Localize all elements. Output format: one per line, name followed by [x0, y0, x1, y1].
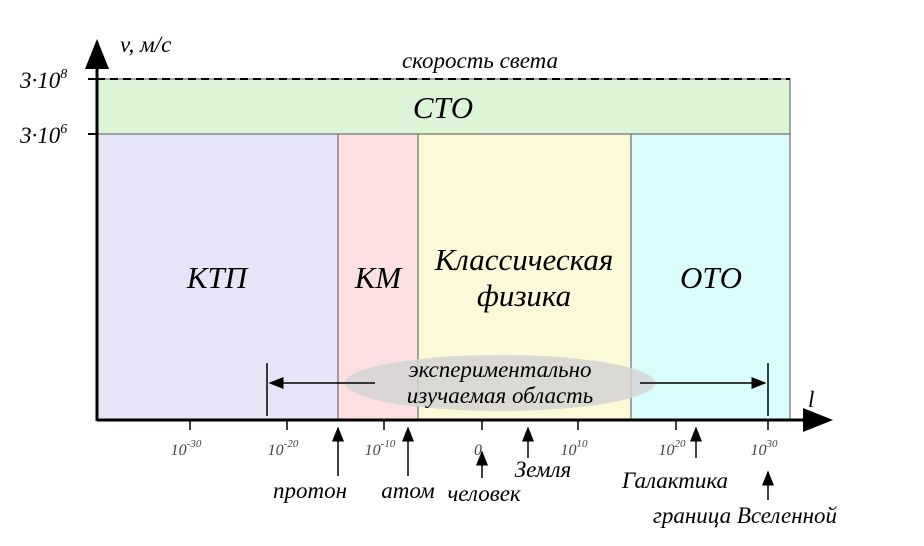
- oto-region: [630, 133, 791, 421]
- marker-label: человек: [447, 481, 521, 506]
- x-tick-label: 1010: [561, 438, 589, 459]
- x-tick-label: 1030: [751, 438, 779, 459]
- exp: 20: [675, 438, 687, 450]
- exp: 8: [60, 67, 67, 82]
- exp: -30: [187, 438, 202, 450]
- base: 10: [268, 442, 284, 459]
- y-tick-label: 3·108: [19, 67, 67, 93]
- x-tick-label: 10-20: [268, 438, 299, 459]
- x-tick-label: 10-30: [171, 438, 202, 459]
- sto-band: [96, 78, 791, 135]
- base: 10: [561, 442, 577, 459]
- marker-label: Галактика: [621, 468, 728, 493]
- x-tick-label: 0: [474, 442, 482, 459]
- exp: 30: [766, 438, 779, 450]
- experimental-label: экспериментально: [408, 357, 591, 382]
- base: 10: [171, 442, 187, 459]
- base: 10: [659, 442, 675, 459]
- base: 10: [365, 442, 381, 459]
- exp: 6: [60, 122, 67, 137]
- base: 3·10: [19, 68, 61, 93]
- base: 0: [474, 442, 482, 459]
- exp: -10: [381, 438, 396, 450]
- experimental-area: [345, 355, 655, 411]
- y-tick-label: 3·106: [19, 122, 67, 148]
- classical-label: Классическая: [434, 242, 614, 277]
- ktp-region: [96, 133, 339, 421]
- light-speed-label: скорость света: [402, 48, 558, 73]
- marker-label: граница Вселенной: [653, 503, 838, 528]
- sto-label: СТО: [413, 90, 473, 125]
- base: 3·10: [19, 123, 61, 148]
- x-axis-label: l: [808, 387, 814, 412]
- x-ticks: 10-30 10-20 10-10 0 1010 1020 1030: [171, 420, 778, 459]
- ktp-label: КТП: [186, 260, 249, 295]
- classical-label: физика: [477, 278, 571, 313]
- marker-label: атом: [381, 478, 435, 503]
- base: 10: [751, 442, 767, 459]
- y-axis-label: v, м/с: [120, 32, 171, 57]
- exp: -20: [284, 438, 299, 450]
- x-tick-label: 10-10: [365, 438, 396, 459]
- marker-arrows: [332, 426, 774, 500]
- marker-label: Земля: [515, 457, 571, 482]
- experimental-label: изучаемая область: [407, 383, 594, 408]
- oto-label: ОТО: [680, 260, 742, 295]
- x-tick-label: 1020: [659, 438, 687, 459]
- exp: 10: [577, 438, 589, 450]
- km-label: КМ: [354, 260, 404, 295]
- marker-label: протон: [273, 478, 347, 503]
